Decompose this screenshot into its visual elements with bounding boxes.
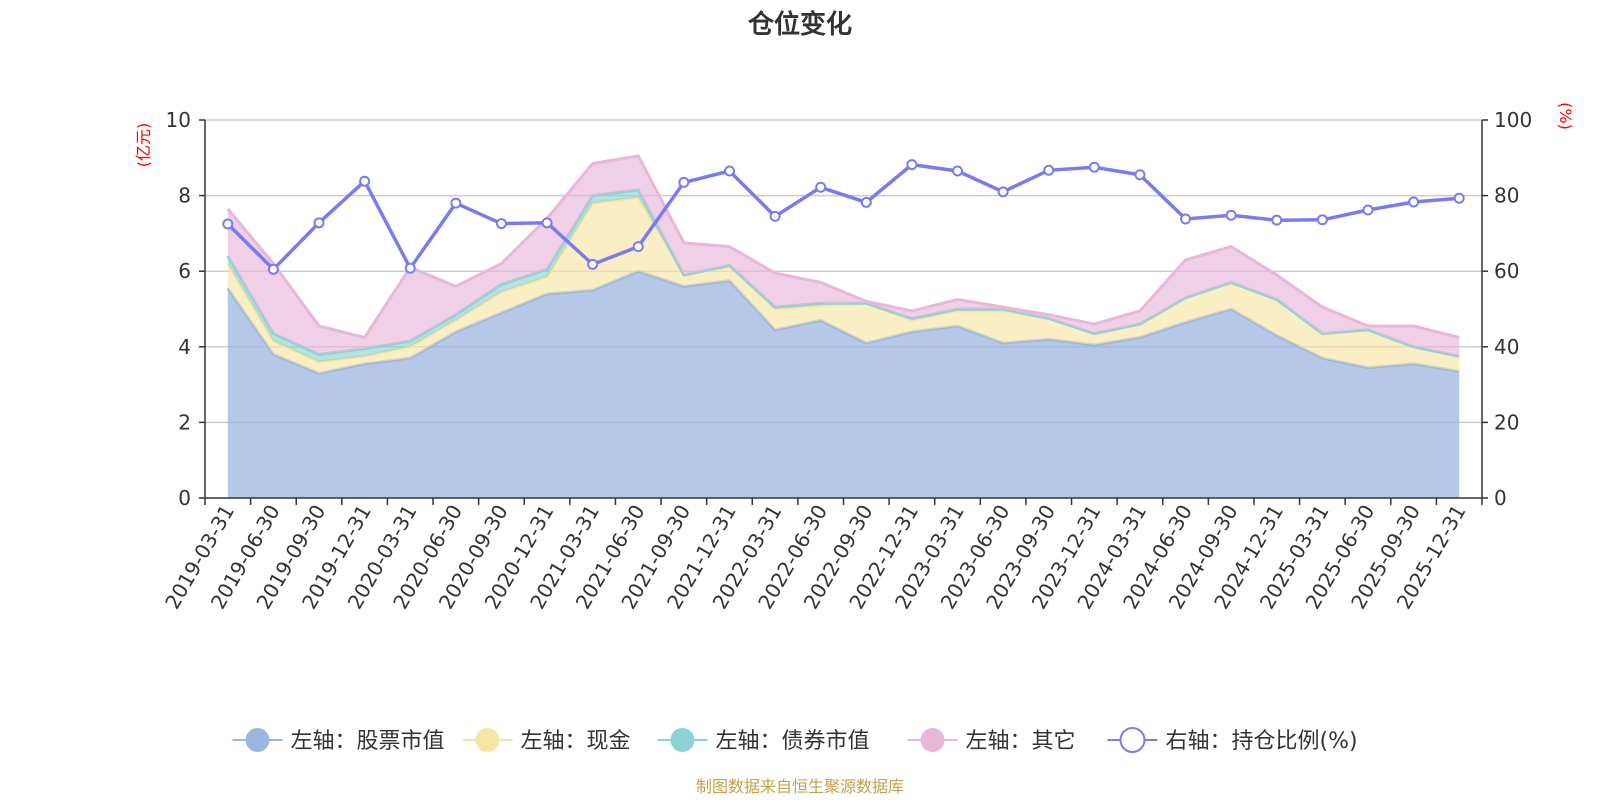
legend-item[interactable]: 右轴：持仓比例(%) xyxy=(1107,727,1358,754)
legend-label: 左轴：现金 xyxy=(521,729,631,754)
legend-marker-icon xyxy=(670,728,695,752)
holding-ratio-point[interactable] xyxy=(1408,196,1420,208)
holding-ratio-point[interactable] xyxy=(267,263,279,275)
left-axis-unit: (亿元) xyxy=(134,123,153,168)
area-series-1 xyxy=(227,271,1460,498)
legend-item[interactable]: 左轴：现金 xyxy=(462,728,631,754)
legend-label: 左轴：债券市值 xyxy=(716,729,870,754)
holding-ratio-point[interactable] xyxy=(997,186,1009,198)
legend-marker-icon xyxy=(1119,727,1146,753)
area-series-4 xyxy=(227,155,1460,357)
left-axis-tick-label: 2 xyxy=(178,410,191,434)
chart-title: 仓位变化 xyxy=(747,9,852,40)
holding-ratio-point[interactable] xyxy=(1271,214,1283,226)
right-axis-tick-label: 60 xyxy=(1494,259,1519,283)
holding-ratio-point[interactable] xyxy=(495,218,507,230)
holding-ratio-point[interactable] xyxy=(359,175,371,187)
holding-ratio-point[interactable] xyxy=(313,217,325,229)
holding-ratio-point[interactable] xyxy=(1134,169,1146,181)
holding-ratio-point[interactable] xyxy=(1225,209,1237,221)
right-axis-tick-label: 40 xyxy=(1494,335,1519,359)
data-source-note: 制图数据来自恒生聚源数据库 xyxy=(696,777,904,796)
holding-ratio-point[interactable] xyxy=(1362,204,1374,216)
legend-item[interactable]: 左轴：其它 xyxy=(907,728,1076,754)
holding-ratio-line xyxy=(226,162,1460,272)
holding-ratio-point[interactable] xyxy=(450,197,462,209)
holding-ratio-point[interactable] xyxy=(815,181,827,193)
legend-item[interactable]: 左轴：股票市值 xyxy=(232,728,445,754)
left-axis-tick-label: 6 xyxy=(178,259,191,283)
legend-label: 左轴：其它 xyxy=(966,729,1076,754)
holding-ratio-series xyxy=(222,159,1465,275)
right-axis-tick-label: 0 xyxy=(1494,486,1507,510)
legend-item[interactable]: 左轴：债券市值 xyxy=(657,728,870,754)
left-axis-tick-label: 4 xyxy=(178,335,191,359)
holding-ratio-point[interactable] xyxy=(587,258,599,270)
legend-marker-icon xyxy=(475,728,500,752)
holding-ratio-point[interactable] xyxy=(906,159,918,171)
holding-ratio-point[interactable] xyxy=(723,165,735,177)
holding-ratio-point[interactable] xyxy=(632,241,644,253)
legend-label: 左轴：股票市值 xyxy=(291,729,445,754)
holding-ratio-point[interactable] xyxy=(1043,164,1055,176)
legend-label: 右轴：持仓比例(%) xyxy=(1166,729,1358,754)
right-axis-unit: (%) xyxy=(1556,102,1575,130)
holding-ratio-point[interactable] xyxy=(404,262,416,274)
legend-marker-icon xyxy=(245,728,270,752)
stacked-areas xyxy=(226,154,1460,498)
left-axis-tick-label: 10 xyxy=(166,108,191,132)
holding-ratio-point[interactable] xyxy=(678,176,690,188)
holding-ratio-point[interactable] xyxy=(1180,213,1192,225)
holding-ratio-point[interactable] xyxy=(541,217,553,229)
holding-ratio-point[interactable] xyxy=(1316,214,1328,226)
right-axis-tick-label: 80 xyxy=(1494,184,1519,208)
area-series-4-edge xyxy=(226,154,1460,340)
area-series-2 xyxy=(227,197,1460,374)
right-axis-tick-label: 100 xyxy=(1494,108,1532,132)
legend-marker-icon xyxy=(920,728,945,752)
holding-ratio-point[interactable] xyxy=(222,218,234,230)
holding-ratio-point[interactable] xyxy=(952,165,964,177)
left-axis-tick-label: 8 xyxy=(178,184,191,208)
holding-ratio-point[interactable] xyxy=(860,196,872,208)
right-axis-tick-label: 20 xyxy=(1494,410,1519,434)
legend[interactable]: 左轴：股票市值 左轴：现金 左轴：债券市值 左轴：其它 右轴：持仓比例(%) xyxy=(232,727,1358,754)
left-axis-tick-label: 0 xyxy=(178,486,191,510)
holding-ratio-point[interactable] xyxy=(1088,161,1100,173)
holding-ratio-point[interactable] xyxy=(769,210,781,222)
holding-ratio-point[interactable] xyxy=(1453,192,1465,204)
